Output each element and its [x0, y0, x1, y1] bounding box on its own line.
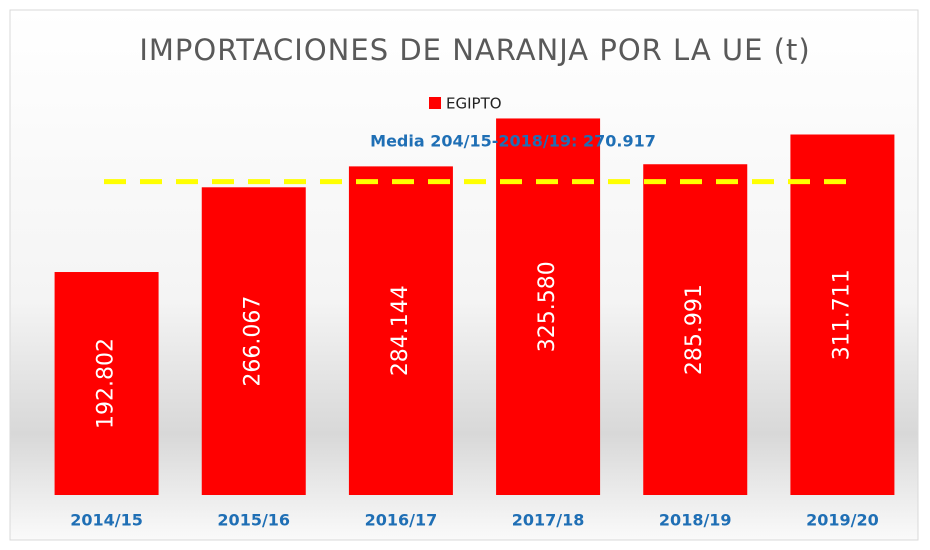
- x-tick-label: 2018/19: [659, 511, 732, 530]
- value-label: 284.144: [388, 285, 413, 376]
- chart: IMPORTACIONES DE NARANJA POR LA UE (t) E…: [0, 0, 930, 550]
- x-tick-label: 2015/16: [217, 511, 290, 530]
- x-tick-label: 2017/18: [512, 511, 585, 530]
- value-label: 311.711: [829, 269, 854, 360]
- legend-label: EGIPTO: [446, 95, 502, 113]
- x-tick-label: 2019/20: [806, 511, 879, 530]
- mean-annotation: Media 204/15-2018/19: 270.917: [370, 132, 656, 151]
- value-label: 192.802: [94, 338, 119, 429]
- value-label: 325.580: [535, 261, 560, 352]
- x-tick-label: 2016/17: [365, 511, 438, 530]
- value-label: 266.067: [241, 296, 266, 387]
- x-tick-label: 2014/15: [70, 511, 143, 530]
- value-label: 285.991: [682, 284, 707, 375]
- page: IMPORTACIONES DE NARANJA POR LA UE (t) E…: [0, 0, 930, 550]
- chart-title: IMPORTACIONES DE NARANJA POR LA UE (t): [139, 33, 810, 67]
- legend-swatch: [429, 97, 441, 109]
